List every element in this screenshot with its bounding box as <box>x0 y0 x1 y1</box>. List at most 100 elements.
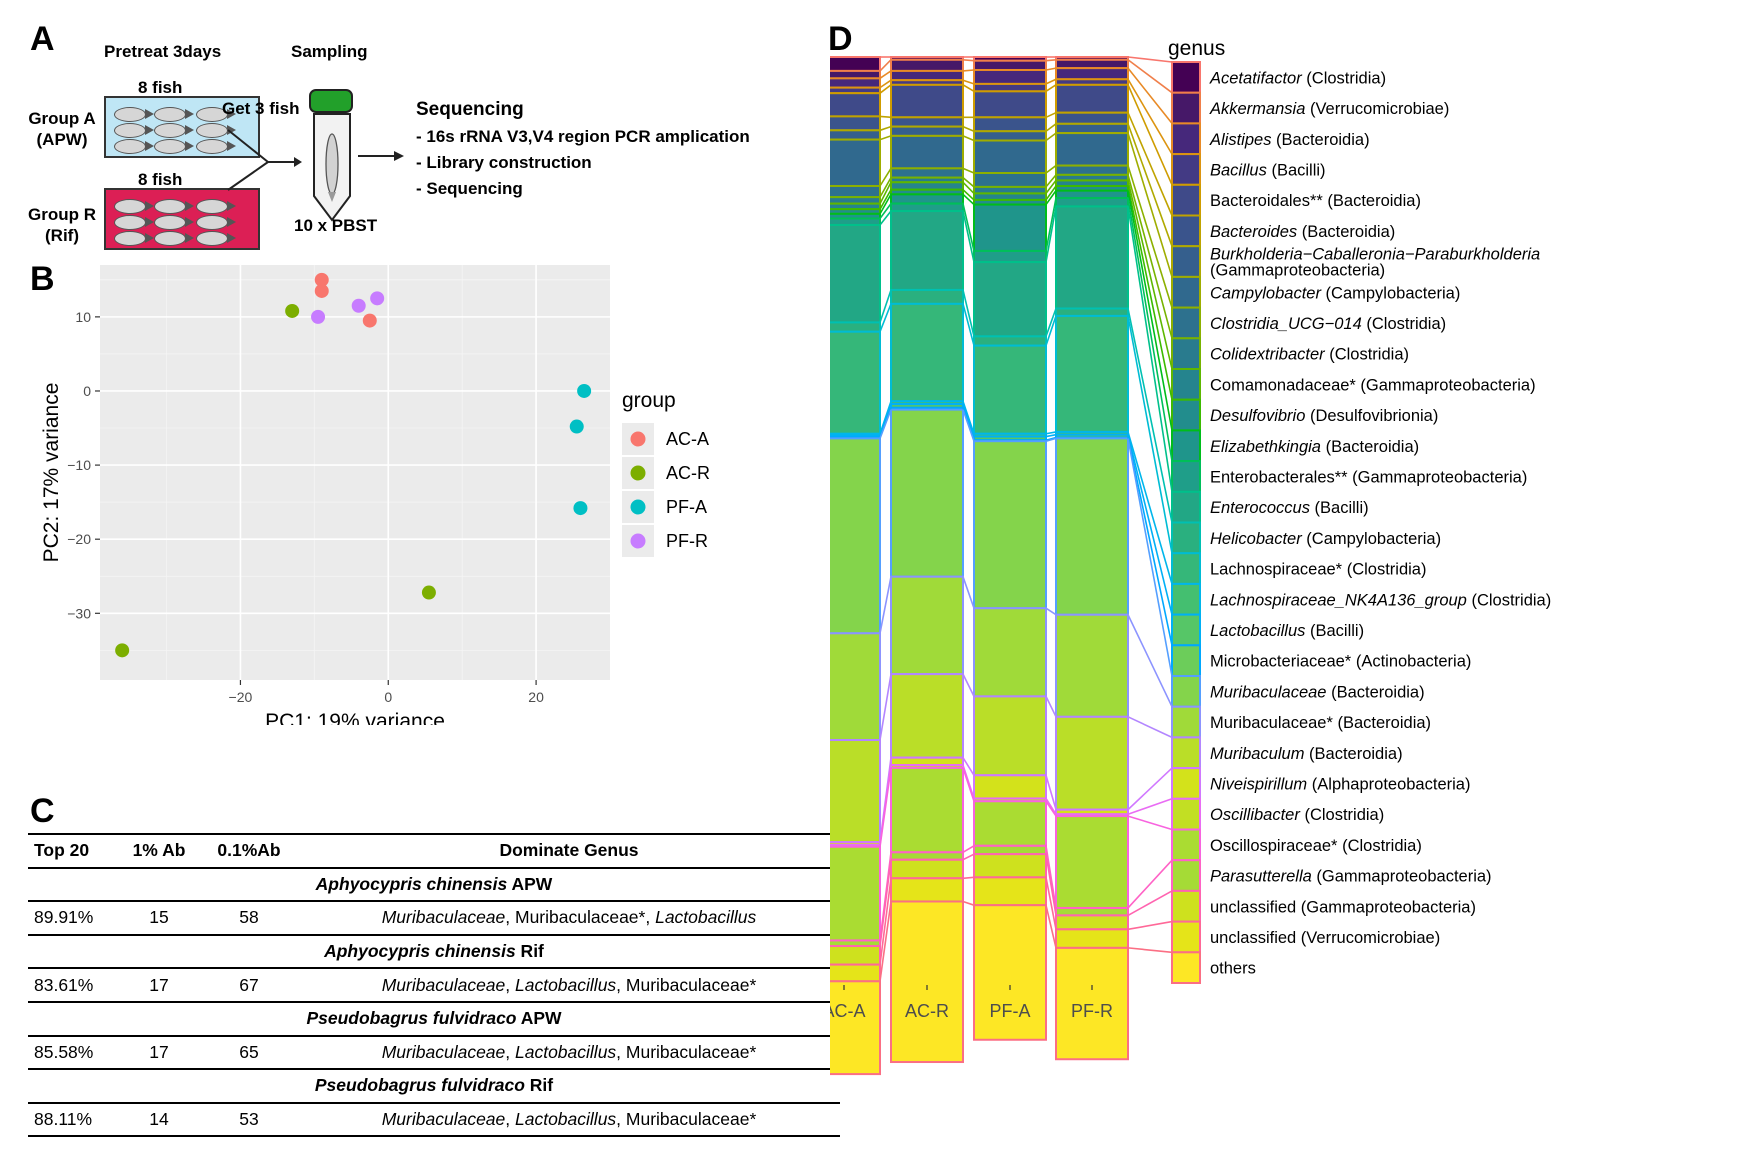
section-species: Aphyocypris chinensis <box>315 873 508 894</box>
bar-segment <box>890 408 964 578</box>
sequencing-arrow <box>358 151 404 161</box>
legend-connector <box>1127 947 1173 954</box>
bar-connector <box>1045 800 1057 817</box>
bar-segment <box>830 115 881 132</box>
legend-key <box>1171 460 1201 493</box>
genus-2: Muribaculaceae* <box>515 907 646 928</box>
legend-key <box>1171 644 1201 677</box>
bar-connector <box>1045 111 1057 119</box>
fish-icon <box>114 139 154 154</box>
bar-connector <box>1045 123 1057 132</box>
table-row: 89.91% 15 58 Muribaculaceae, Muribaculac… <box>28 901 840 935</box>
bar-connector <box>879 70 892 80</box>
bar-connector <box>1045 315 1057 346</box>
bar-segment <box>1055 111 1129 125</box>
bar-connector <box>1045 308 1057 337</box>
data-point-pf-a <box>569 419 584 434</box>
bar-connector <box>879 203 892 219</box>
legend-connector <box>1127 716 1173 739</box>
bar-segment <box>890 83 964 119</box>
bar-connector <box>1045 696 1057 718</box>
legend-key <box>1171 337 1201 370</box>
legend-connector <box>1127 123 1173 247</box>
legend-key <box>1171 521 1201 555</box>
fish-icon <box>154 215 194 230</box>
bar-segment <box>973 261 1047 338</box>
legend-connector <box>1127 132 1173 278</box>
x-tick-label: PF-R <box>1071 1001 1113 1021</box>
cell-1pct: 17 <box>149 1041 169 1062</box>
bar-segment <box>1055 83 1129 114</box>
bar-segment <box>973 853 1047 879</box>
legend-connector <box>1127 165 1173 308</box>
bar-segment <box>890 125 964 137</box>
group-r-label-line1: Group R <box>28 205 96 224</box>
bar-connector <box>962 84 975 93</box>
genus-2: Lactobacillus <box>515 1041 617 1062</box>
bar-segment <box>890 302 964 403</box>
bar-connector <box>879 59 892 72</box>
bar-segment <box>890 134 964 170</box>
bar-segment <box>1055 946 1129 1061</box>
genus-sep: , <box>616 1041 626 1062</box>
group-a-tank <box>104 96 260 158</box>
genus-sep: , <box>645 907 656 928</box>
bar-connector <box>962 876 975 880</box>
legend-key <box>1171 552 1201 585</box>
bar-connector <box>962 189 975 201</box>
bar-segment <box>973 440 1047 610</box>
legend-label: Acetatifactor (Clostridia) <box>1209 69 1386 87</box>
fish-icon <box>154 107 194 122</box>
bar-segment <box>890 167 964 179</box>
legend-label: Desulfovibrio (Desulfovibrionia) <box>1210 407 1438 425</box>
bar-connector <box>1045 845 1057 909</box>
bar-segment <box>1055 205 1129 310</box>
fish-icon <box>196 199 236 214</box>
group-r-label-line2: (Rif) <box>45 226 79 245</box>
legend-label: Microbacteriaceae* (Actinobacteria) <box>1210 653 1471 671</box>
group-r-fish-count: 8 fish <box>138 170 183 189</box>
bar-connector <box>879 767 892 847</box>
legend-key-pf-a <box>630 499 646 515</box>
cell-1pct: 15 <box>149 907 169 928</box>
legend-label: Burkholderia−Caballeronia−Paraburkholder… <box>1210 246 1540 264</box>
legend-key <box>1171 675 1201 708</box>
y-tick-label: 10 <box>75 309 91 325</box>
legend-label: Alistipes (Bacteroidia) <box>1209 131 1370 149</box>
group-a-label-line2: (APW) <box>36 130 88 149</box>
bar-segment <box>973 774 1047 800</box>
bar-segment <box>830 129 881 141</box>
genus-2: Lactobacillus <box>515 974 617 995</box>
bar-segment <box>830 739 881 844</box>
genus-sep: , <box>505 1041 515 1062</box>
group-a-label: Group A (APW) <box>24 108 100 150</box>
bar-segment <box>973 116 1047 133</box>
bar-connector <box>962 181 975 194</box>
bar-connector <box>1045 164 1057 174</box>
bar-segment <box>1055 307 1129 317</box>
legend-connector <box>1127 112 1173 216</box>
get-fish-label: Get 3 fish <box>222 99 300 118</box>
bar-segment <box>890 858 964 880</box>
bar-segment <box>973 59 1047 71</box>
cell-top20: 88.11% <box>34 1109 93 1130</box>
data-point-ac-r <box>115 643 130 658</box>
bar-segment <box>973 130 1047 142</box>
bar-connector <box>1045 132 1057 142</box>
legend-connector <box>1127 920 1173 931</box>
panel-label-d: D <box>828 20 853 58</box>
legend-label: PF-R <box>666 531 708 551</box>
cell-01pct: 65 <box>239 1041 259 1062</box>
bar-segment <box>830 980 881 1076</box>
legend-title: genus <box>1168 37 1225 60</box>
sequencing-step-1: - 16s rRNA V3,V4 region PCR amplication <box>416 127 750 146</box>
bar-connector <box>962 69 975 72</box>
legend-label: unclassified (Verrucomicrobiae) <box>1210 929 1440 947</box>
bar-segment <box>890 756 964 767</box>
bar-connector <box>1045 67 1057 71</box>
bar-connector <box>1045 437 1057 442</box>
fish-icon <box>196 107 236 122</box>
cell-top20: 83.61% <box>34 974 94 995</box>
legend-label: Oscillospiraceae* (Clostridia) <box>1210 837 1422 855</box>
bar-segment <box>890 673 964 759</box>
